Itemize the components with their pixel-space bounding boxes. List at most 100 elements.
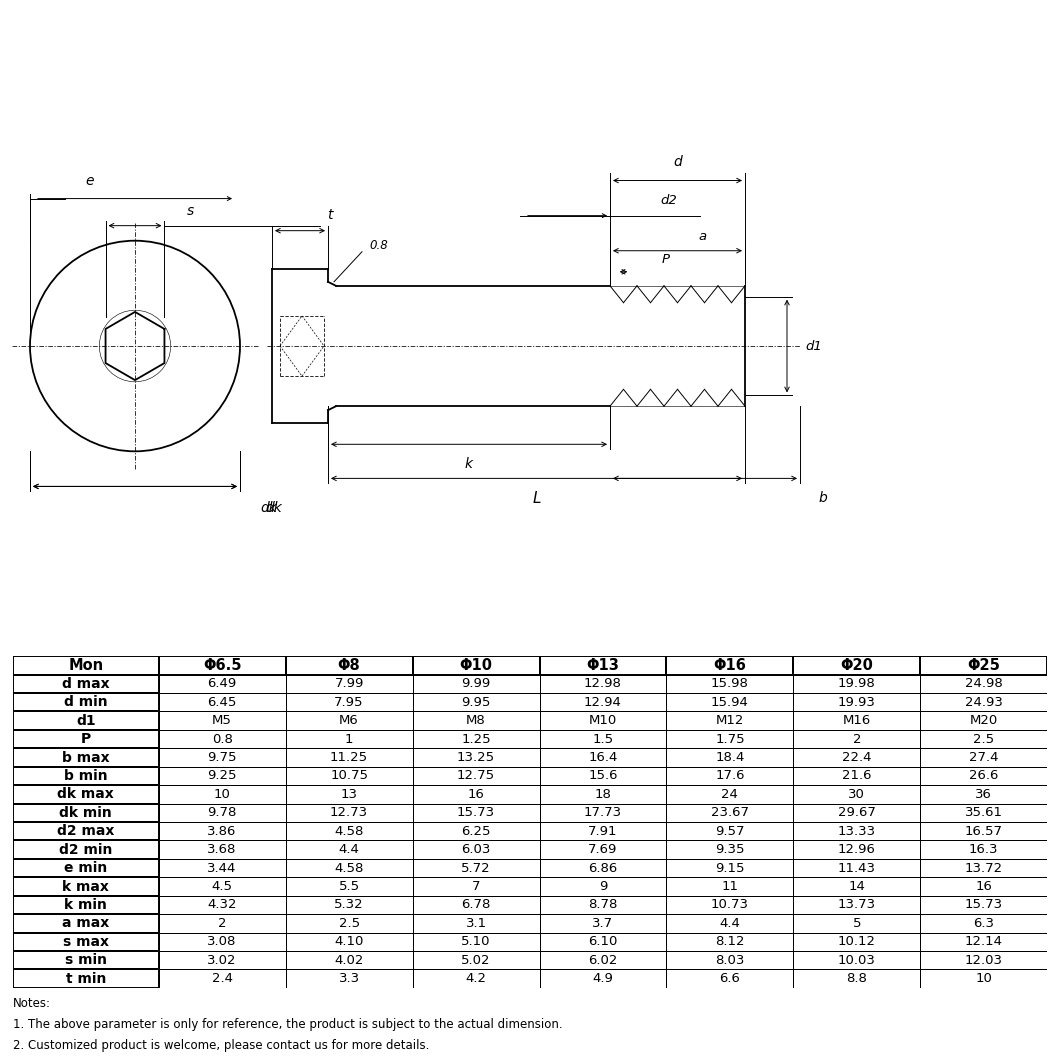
- Bar: [793, 896, 920, 914]
- Text: 36: 36: [975, 788, 992, 801]
- Text: 9.75: 9.75: [208, 752, 237, 764]
- Text: 6.86: 6.86: [588, 862, 618, 874]
- Bar: [667, 859, 793, 878]
- Text: 2: 2: [218, 917, 227, 930]
- Text: 13.72: 13.72: [965, 862, 1003, 874]
- Bar: [793, 656, 920, 674]
- Bar: [540, 656, 667, 674]
- Bar: [793, 748, 920, 766]
- Text: 5.32: 5.32: [334, 899, 364, 912]
- Text: Mon: Mon: [68, 658, 103, 673]
- Text: 4.2: 4.2: [465, 972, 487, 985]
- Text: Φ13: Φ13: [586, 658, 619, 673]
- Bar: [667, 914, 793, 933]
- Text: M8: M8: [466, 714, 485, 727]
- Bar: [159, 933, 285, 951]
- Text: 3.02: 3.02: [208, 954, 237, 967]
- Bar: [920, 933, 1047, 951]
- Bar: [920, 896, 1047, 914]
- Text: 7.95: 7.95: [334, 695, 364, 709]
- Text: d1: d1: [76, 713, 95, 727]
- Text: 4.4: 4.4: [720, 917, 740, 930]
- Bar: [540, 878, 667, 896]
- Text: s max: s max: [63, 935, 109, 949]
- Text: 19.93: 19.93: [838, 695, 876, 709]
- Text: dk: dk: [265, 501, 282, 515]
- Bar: [159, 711, 285, 730]
- Bar: [412, 823, 540, 841]
- Bar: [920, 693, 1047, 711]
- Text: 9.78: 9.78: [208, 807, 236, 819]
- Bar: [920, 766, 1047, 785]
- Text: d2 min: d2 min: [59, 843, 112, 856]
- Text: 12.96: 12.96: [838, 843, 876, 856]
- Bar: [285, 878, 412, 896]
- Bar: [920, 914, 1047, 933]
- Text: 4.58: 4.58: [334, 825, 364, 837]
- Text: 4.10: 4.10: [334, 935, 364, 949]
- Text: 1: 1: [344, 732, 353, 745]
- Text: 15.94: 15.94: [711, 695, 748, 709]
- Text: 13.25: 13.25: [457, 752, 495, 764]
- Bar: [412, 970, 540, 988]
- Bar: [920, 951, 1047, 970]
- Text: L: L: [532, 491, 541, 506]
- Text: 12.73: 12.73: [330, 807, 368, 819]
- Text: 10.12: 10.12: [837, 935, 876, 949]
- Text: 15.6: 15.6: [588, 770, 618, 782]
- Text: 6.03: 6.03: [461, 843, 491, 856]
- Bar: [540, 823, 667, 841]
- Bar: [412, 674, 540, 693]
- Text: 16.3: 16.3: [969, 843, 999, 856]
- Bar: [920, 674, 1047, 693]
- Text: Φ6.5: Φ6.5: [202, 658, 242, 673]
- Bar: [412, 878, 540, 896]
- Text: 6.78: 6.78: [461, 899, 491, 912]
- Text: t min: t min: [66, 972, 106, 986]
- Bar: [159, 970, 285, 988]
- Bar: [793, 859, 920, 878]
- Bar: [920, 841, 1047, 859]
- Text: 2. Customized product is welcome, please contact us for more details.: 2. Customized product is welcome, please…: [13, 1039, 429, 1052]
- Bar: [159, 859, 285, 878]
- Bar: [412, 859, 540, 878]
- Bar: [540, 766, 667, 785]
- Text: 3.86: 3.86: [208, 825, 236, 837]
- Bar: [412, 914, 540, 933]
- Text: d1: d1: [805, 339, 822, 353]
- Text: 10: 10: [214, 788, 231, 801]
- Bar: [13, 674, 159, 693]
- Text: s: s: [187, 204, 194, 217]
- Text: 13.73: 13.73: [837, 899, 876, 912]
- Text: 6.6: 6.6: [720, 972, 740, 985]
- Text: 6.10: 6.10: [588, 935, 618, 949]
- Text: 17.6: 17.6: [716, 770, 745, 782]
- Text: 30: 30: [848, 788, 865, 801]
- Bar: [412, 711, 540, 730]
- Text: 16: 16: [467, 788, 484, 801]
- Bar: [667, 970, 793, 988]
- Bar: [793, 933, 920, 951]
- Text: 2.5: 2.5: [338, 917, 359, 930]
- Bar: [667, 933, 793, 951]
- Text: 2.4: 2.4: [212, 972, 233, 985]
- Text: 10.03: 10.03: [838, 954, 876, 967]
- Text: 1.5: 1.5: [593, 732, 614, 745]
- Text: 4.4: 4.4: [339, 843, 359, 856]
- Text: 15.73: 15.73: [965, 899, 1003, 912]
- Text: 12.94: 12.94: [584, 695, 622, 709]
- Text: 23.67: 23.67: [711, 807, 749, 819]
- Text: 1. The above parameter is only for reference, the product is subject to the actu: 1. The above parameter is only for refer…: [13, 1018, 563, 1031]
- Bar: [159, 878, 285, 896]
- Text: 24: 24: [722, 788, 739, 801]
- Bar: [285, 711, 412, 730]
- Text: 7: 7: [472, 880, 480, 893]
- Text: 3.1: 3.1: [465, 917, 487, 930]
- Bar: [285, 859, 412, 878]
- Text: 9.95: 9.95: [461, 695, 491, 709]
- Text: 4.9: 4.9: [593, 972, 614, 985]
- Bar: [412, 656, 540, 674]
- Bar: [285, 674, 412, 693]
- Text: 15.73: 15.73: [457, 807, 495, 819]
- Text: 11: 11: [722, 880, 739, 893]
